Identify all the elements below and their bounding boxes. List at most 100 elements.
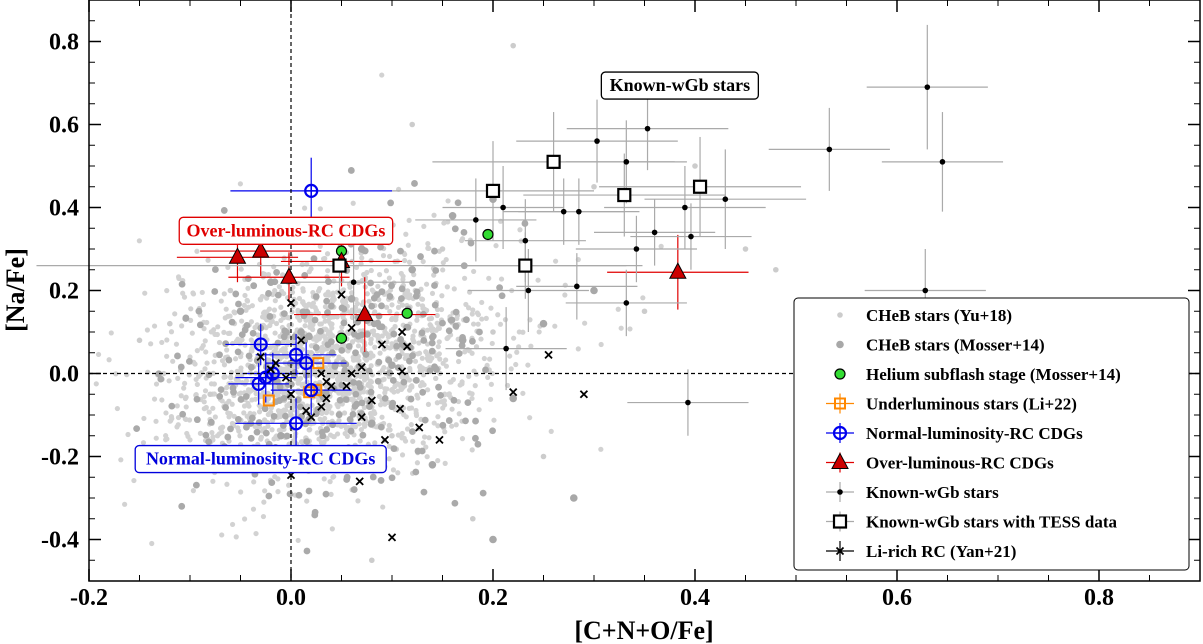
cheb-cloud-point — [375, 312, 383, 320]
cheb-cloud-point — [386, 422, 392, 428]
cheb-cloud-point — [201, 393, 207, 400]
cheb-cloud-point — [346, 415, 354, 423]
data-point-series-0 — [369, 557, 375, 564]
data-point-series-1 — [267, 278, 275, 287]
cheb-cloud-point — [428, 323, 434, 329]
cheb-cloud-point — [377, 423, 385, 431]
data-point-series-1 — [448, 212, 457, 220]
cheb-cloud-point — [465, 305, 472, 311]
cheb-cloud-point — [280, 310, 288, 318]
cheb-cloud-point — [175, 375, 181, 381]
cheb-cloud-point — [451, 225, 459, 233]
cheb-cloud-point — [390, 330, 398, 338]
cheb-cloud-point — [331, 278, 337, 284]
cheb-cloud-point — [380, 252, 387, 259]
cheb-cloud-point — [228, 369, 235, 375]
cheb-cloud-point — [272, 330, 278, 336]
cheb-cloud-point — [414, 317, 420, 323]
cheb-cloud-point — [525, 362, 531, 368]
cheb-cloud-point — [272, 287, 278, 294]
cheb-cloud-point — [536, 329, 542, 335]
data-point-series-6 — [594, 138, 600, 144]
cheb-cloud-point — [449, 423, 455, 429]
cheb-cloud-point — [178, 502, 186, 510]
cheb-cloud-point — [386, 293, 394, 300]
cheb-cloud-point — [425, 401, 432, 407]
cheb-cloud-point — [256, 409, 263, 415]
cheb-cloud-point — [343, 295, 350, 301]
cheb-cloud-point — [399, 452, 406, 458]
cheb-cloud-point — [272, 474, 278, 480]
cheb-cloud-point — [329, 325, 335, 331]
cheb-cloud-point — [548, 428, 554, 434]
cheb-cloud-point — [205, 257, 211, 263]
data-point-series-1 — [590, 286, 598, 295]
cheb-cloud-point — [223, 306, 229, 312]
cheb-cloud-point — [366, 403, 373, 411]
cheb-cloud-point — [270, 412, 278, 420]
legend-label: CHeB stars (Yu+18) — [866, 306, 1012, 325]
cheb-cloud-point — [295, 491, 303, 499]
data-point-series-7 — [332, 258, 347, 273]
cheb-cloud-point — [228, 318, 236, 326]
cheb-cloud-point — [153, 381, 160, 387]
cheb-cloud-point — [323, 292, 329, 298]
cheb-cloud-point — [211, 266, 219, 273]
data-point-series-6 — [350, 279, 357, 286]
cheb-cloud-point — [151, 396, 158, 402]
cheb-cloud-point — [552, 323, 558, 329]
cheb-cloud-point — [219, 358, 226, 364]
cheb-cloud-point — [368, 302, 376, 310]
cheb-cloud-point — [166, 378, 172, 384]
cheb-cloud-point — [329, 410, 335, 416]
cheb-cloud-point — [281, 366, 288, 372]
cheb-cloud-point — [262, 271, 268, 277]
cheb-cloud-point — [323, 327, 329, 333]
cheb-cloud-point — [481, 355, 487, 362]
cheb-cloud-point — [379, 72, 385, 78]
cheb-cloud-point — [269, 427, 275, 433]
data-point-series-8-stroke — [347, 323, 356, 332]
cheb-cloud-point — [323, 297, 331, 305]
cheb-cloud-point — [164, 288, 170, 294]
cheb-cloud-point — [400, 384, 406, 391]
cheb-cloud-point — [239, 318, 245, 324]
cheb-cloud-point — [311, 316, 319, 324]
cheb-cloud-point — [334, 343, 340, 349]
cheb-cloud-point — [182, 315, 190, 322]
cheb-cloud-point — [289, 407, 295, 413]
legend-label: Known-wGb stars with TESS data — [866, 513, 1117, 532]
cheb-cloud-point — [252, 423, 258, 430]
cheb-cloud-point — [295, 307, 301, 313]
cheb-cloud-point — [331, 314, 337, 320]
data-point-series-8-stroke — [544, 350, 553, 359]
cheb-cloud-point — [319, 349, 325, 355]
cheb-cloud-point — [261, 405, 269, 413]
cheb-cloud-point — [242, 292, 248, 299]
cheb-cloud-point — [489, 340, 495, 347]
data-point-series-8-stroke — [337, 290, 346, 299]
cheb-cloud-point — [310, 300, 317, 306]
cheb-cloud-point — [372, 344, 378, 350]
cheb-cloud-point — [210, 405, 216, 411]
data-point-series-0 — [409, 121, 416, 128]
data-point-series-8-stroke — [317, 402, 326, 411]
cheb-cloud-point — [446, 391, 452, 397]
cheb-cloud-point — [207, 418, 215, 426]
cheb-cloud-point — [330, 290, 336, 296]
cheb-cloud-point — [183, 404, 189, 410]
data-point-series-0 — [470, 515, 476, 522]
data-point-series-2 — [482, 228, 494, 241]
cheb-cloud-point — [324, 373, 330, 379]
cheb-cloud-point — [429, 328, 436, 334]
cheb-cloud-point — [342, 430, 348, 437]
cheb-cloud-point — [302, 323, 308, 329]
cheb-cloud-point — [324, 251, 331, 257]
data-point-series-5 — [668, 262, 687, 279]
cheb-cloud-point — [317, 321, 323, 327]
cheb-cloud-point — [188, 306, 194, 312]
cheb-cloud-point — [329, 526, 335, 532]
data-point-series-8-stroke — [403, 342, 412, 351]
data-point-series-6 — [623, 159, 630, 165]
cheb-cloud-point — [174, 352, 181, 360]
